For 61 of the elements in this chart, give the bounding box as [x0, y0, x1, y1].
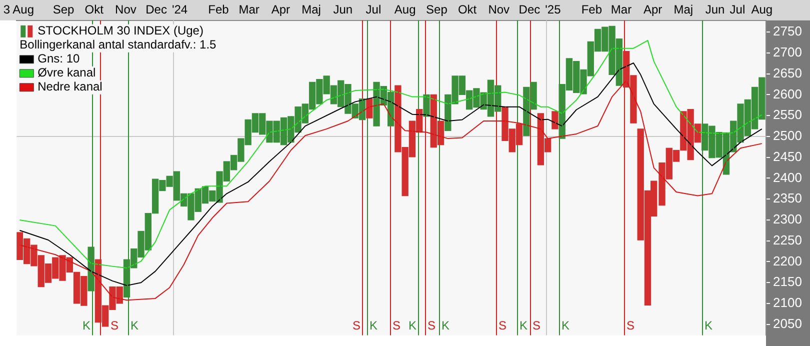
- ref-line-label: S: [110, 318, 119, 333]
- y-tick-label: 2550: [773, 107, 802, 122]
- ref-line-label: K: [130, 318, 139, 333]
- x-tick-label: Jul: [730, 2, 746, 17]
- ref-line-label: S: [392, 318, 401, 333]
- ref-line-label: S: [532, 318, 541, 333]
- ref-line-label: S: [626, 318, 635, 333]
- x-tick-label: Aug: [751, 2, 773, 17]
- x-tick-label: Okt: [84, 2, 104, 17]
- legend-label: Øvre kanal: [38, 66, 96, 80]
- ref-line-label: K: [442, 318, 450, 333]
- x-tick-label: Aug: [394, 2, 416, 17]
- ref-line-label: K: [562, 318, 570, 333]
- y-tick-label: 2600: [773, 86, 802, 102]
- y-tick-label: 2300: [773, 212, 802, 227]
- y-tick-label: 2650: [773, 65, 802, 80]
- x-tick-label: Jun: [705, 2, 725, 17]
- y-tick-label: 2350: [773, 190, 802, 206]
- y-tick-label: 2150: [773, 274, 802, 290]
- y-tick-label: 2700: [773, 44, 802, 60]
- x-tick-label: '25: [545, 2, 562, 17]
- x-tick-label: Nov: [488, 2, 510, 17]
- ref-line-label: K: [704, 318, 713, 333]
- x-tick-label: Nov: [115, 2, 136, 17]
- x-tick-label: Jul: [366, 2, 382, 17]
- ref-line-label: K: [520, 318, 528, 333]
- legend-label: STOCKHOLM 30 INDEX (Uge): [38, 24, 204, 38]
- x-tick-label: Dec: [518, 2, 540, 17]
- y-tick-label: 2450: [773, 148, 802, 164]
- y-tick-label: 2750: [773, 24, 802, 39]
- y-tick-label: 2250: [773, 232, 802, 248]
- x-tick-label: Sep: [52, 2, 75, 17]
- ref-line-label: K: [370, 318, 378, 333]
- ref-line-label: K: [82, 318, 91, 333]
- y-tick-label: 2500: [773, 128, 802, 144]
- candlestick: [423, 94, 430, 117]
- x-tick-label: Feb: [208, 2, 230, 17]
- x-tick-label: Maj: [674, 2, 694, 17]
- annotation: Bollingerkanal antal standardafv.: 1.5: [20, 38, 217, 52]
- ref-line-label: S: [428, 318, 436, 333]
- x-tick-label: Maj: [302, 2, 321, 17]
- y-tick-label: 2400: [773, 170, 802, 185]
- x-tick-label: 3 Aug: [3, 2, 34, 17]
- x-tick-label: Sep: [426, 2, 448, 17]
- x-tick-label: Okt: [458, 2, 478, 17]
- y-tick-label: 2100: [773, 295, 802, 310]
- x-tick-label: Mar: [238, 2, 260, 17]
- ref-line-label: S: [352, 318, 361, 333]
- x-tick-label: Jun: [333, 2, 353, 17]
- y-tick-label: 2200: [773, 253, 802, 268]
- x-tick-label: Dec: [146, 2, 167, 17]
- x-tick-label: Mar: [610, 2, 632, 17]
- x-tick-label: Apr: [271, 2, 290, 17]
- ref-line-label: S: [498, 318, 507, 333]
- ref-line-label: K: [408, 318, 417, 333]
- legend-label: Nedre kanal: [38, 80, 102, 94]
- x-tick-label: Apr: [643, 2, 662, 17]
- x-tick-label: Feb: [581, 2, 602, 17]
- legend-label: Gns: 10: [38, 52, 80, 66]
- x-tick-label: '24: [172, 2, 188, 17]
- y-tick-label: 2050: [773, 316, 802, 331]
